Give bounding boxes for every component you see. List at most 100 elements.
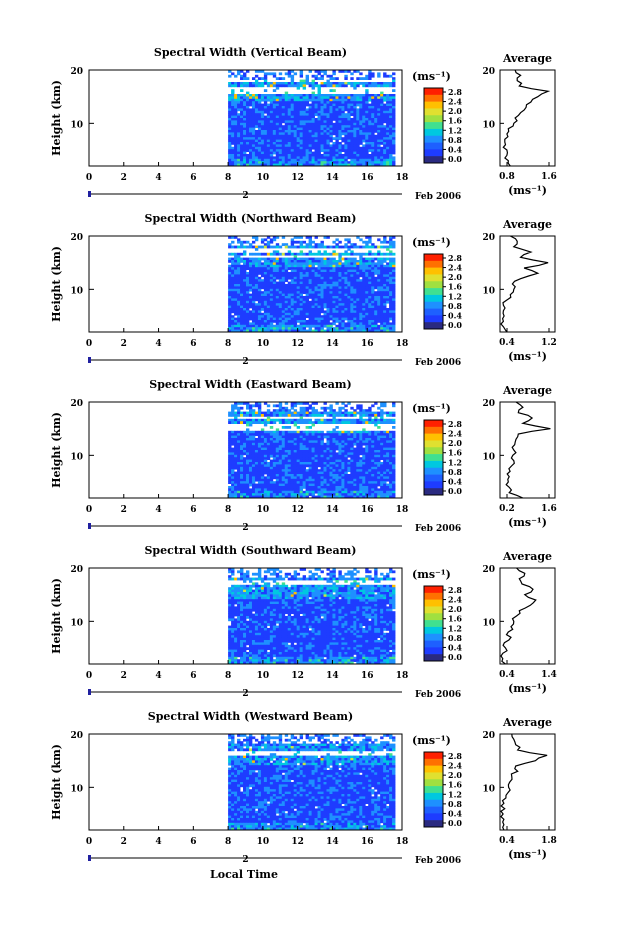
heatmap-cell — [383, 118, 387, 121]
heatmap-cell — [281, 257, 286, 261]
heatmap-cell — [299, 269, 304, 273]
heatmap-cell — [332, 127, 336, 131]
heatmap-cell — [231, 257, 235, 261]
heatmap-cell — [365, 154, 369, 157]
heatmap-cell — [243, 411, 247, 415]
heatmap-cell — [281, 291, 286, 294]
heatmap-cell — [296, 310, 301, 314]
heatmap-cell — [290, 154, 295, 157]
heatmap-cell — [323, 245, 327, 249]
heatmap-cell — [269, 284, 274, 287]
heatmap-cell — [320, 137, 324, 140]
heatmap-cell — [362, 132, 366, 136]
heatmap-cell — [365, 115, 369, 119]
heatmap-cell — [332, 435, 336, 439]
heatmap-cell — [323, 279, 327, 282]
heatmap-cell — [287, 96, 292, 100]
heatmap-cell — [278, 120, 283, 124]
heatmap-cell — [320, 163, 324, 167]
heatmap-cell — [365, 137, 369, 140]
heatmap-cell — [386, 161, 390, 164]
heatmap-cell — [272, 315, 277, 318]
heatmap-cell — [320, 411, 324, 415]
heatmap-cell — [278, 84, 283, 88]
heatmap-cell — [389, 414, 393, 417]
heatmap-cell — [246, 433, 250, 436]
heatmap-cell — [228, 98, 232, 102]
heatmap-cell — [237, 303, 241, 306]
heatmap-cell — [251, 151, 256, 155]
heatmap-cell — [329, 457, 333, 460]
heatmap-cell — [332, 457, 336, 460]
heatmap-cell — [234, 132, 238, 136]
heatmap-cell — [266, 416, 271, 420]
heatmap-cell — [272, 452, 277, 456]
heatmap-cell — [359, 440, 363, 444]
heatmap-cell — [248, 421, 253, 424]
heatmap-cell — [240, 298, 244, 302]
heatmap-cell — [263, 269, 268, 273]
heatmap-cell — [248, 139, 253, 143]
heatmap-cell — [389, 156, 393, 160]
heatmap-cell — [254, 452, 259, 456]
heatmap-cell — [353, 149, 357, 152]
heatmap-cell — [380, 445, 384, 448]
heatmap-cell — [311, 457, 315, 460]
heatmap-cell — [368, 245, 372, 249]
heatmap-cell — [240, 260, 244, 263]
heatmap-cell — [254, 245, 259, 249]
heatmap-cell — [371, 267, 375, 270]
heatmap-cell — [332, 414, 336, 417]
heatmap-cell — [284, 151, 289, 155]
heatmap-cell — [380, 414, 384, 417]
heatmap-cell — [374, 442, 378, 446]
heatmap-cell — [275, 82, 280, 85]
heatmap-cell — [246, 240, 250, 244]
heatmap-cell — [368, 320, 372, 323]
heatmap-cell — [254, 264, 259, 268]
heatmap-cell — [302, 291, 307, 294]
heatmap-cell — [386, 418, 390, 422]
heatmap-cell — [392, 430, 396, 434]
colorbar-label: 2.4 — [448, 263, 462, 273]
heatmap-cell — [251, 296, 256, 299]
heatmap-cell — [323, 262, 327, 266]
heatmap-cell — [308, 312, 312, 316]
heatmap-cell — [323, 459, 327, 463]
heatmap-cell — [389, 421, 393, 424]
heatmap-cell — [383, 272, 387, 275]
heatmap-cell — [231, 296, 235, 299]
heatmap-cell — [296, 298, 301, 302]
heatmap-cell — [263, 156, 268, 160]
heatmap-cell — [243, 134, 247, 138]
heatmap-cell — [350, 106, 354, 109]
heatmap-cell — [302, 409, 307, 412]
heatmap-cell — [365, 98, 369, 102]
heatmap-cell — [359, 115, 363, 119]
heatmap-cell — [278, 125, 283, 128]
heatmap-cell — [234, 438, 238, 441]
heatmap-cell — [332, 267, 336, 270]
heatmap-cell — [317, 459, 321, 463]
heatmap-cell — [350, 329, 354, 333]
heatmap-cell — [296, 151, 301, 155]
heatmap-cell — [308, 421, 312, 424]
heatmap-cell — [228, 154, 232, 157]
heatmap-cell — [248, 84, 253, 88]
heatmap-cell — [338, 312, 342, 316]
heatmap-cell — [362, 154, 366, 157]
heatmap-cell — [257, 77, 262, 80]
heatmap-cell — [234, 414, 238, 417]
heatmap-cell — [374, 305, 378, 309]
heatmap-cell — [296, 264, 301, 268]
heatmap-cell — [383, 245, 387, 249]
heatmap-cell — [353, 108, 357, 112]
heatmap-cell — [377, 418, 381, 422]
heatmap-cell — [314, 154, 318, 157]
heatmap-cell — [263, 411, 268, 415]
heatmap-cell — [374, 94, 378, 97]
heatmap-cell — [257, 158, 262, 162]
heatmap-cell — [275, 252, 280, 256]
heatmap-cell — [296, 103, 301, 107]
heatmap-cell — [323, 260, 327, 263]
